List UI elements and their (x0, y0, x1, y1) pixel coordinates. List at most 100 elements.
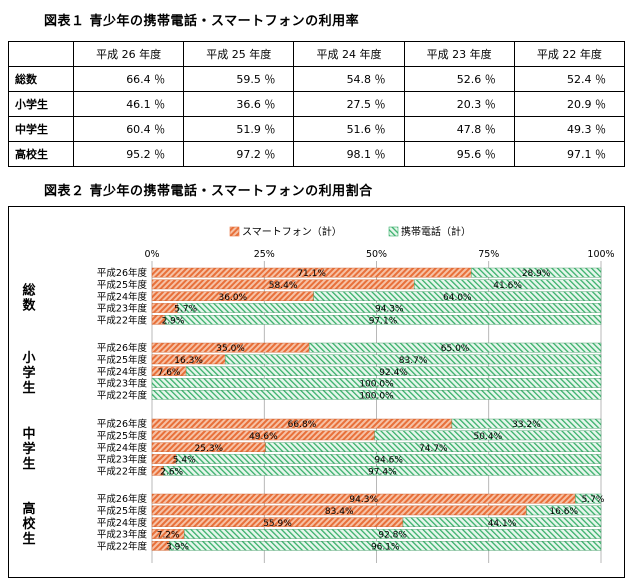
bar-mobile (164, 314, 602, 325)
data-label-mobile: 94.6% (374, 456, 403, 466)
table-cell: 60.4 ％ (72, 116, 185, 142)
column-header: 平成 23 年度 (403, 41, 515, 67)
column-header: 平成 22 年度 (513, 41, 626, 67)
bar-mobile (414, 279, 602, 290)
data-label-smartphone: 55.9% (263, 519, 292, 529)
group-label-char: 小 (22, 351, 35, 366)
year-label: 平成22年度 (97, 389, 148, 401)
group-label-char: 数 (22, 298, 36, 314)
data-label-smartphone: 2.6% (160, 467, 183, 477)
year-label: 平成22年度 (97, 540, 148, 552)
group-label-char: 総 (22, 283, 35, 299)
year-label: 平成22年度 (97, 465, 148, 477)
year-label: 平成24年度 (97, 366, 148, 378)
usage-rate-table: 平成 26 年度 平成 25 年度 平成 24 年度 平成 23 年度 平成 2… (8, 41, 626, 167)
table-cell: 59.5 ％ (183, 66, 295, 92)
data-label-mobile: 100.0% (359, 391, 394, 401)
data-label-mobile: 33.2% (512, 420, 541, 430)
group-label-char: 生 (22, 531, 35, 547)
year-label: 平成23年度 (97, 529, 148, 541)
year-label: 平成26年度 (97, 267, 148, 279)
table-cell: 20.3 ％ (403, 91, 515, 117)
group-label-char: 高 (22, 501, 35, 517)
data-label-smartphone: 7.2% (157, 531, 180, 541)
year-label: 平成26年度 (97, 342, 148, 354)
data-label-mobile: 74.7% (419, 444, 448, 454)
chart-frame: スマートフォン（計） 携帯電話（計） 0% 25% 50% 75% 100% 総数平成26年度… (8, 206, 625, 578)
x-tick-label: 50% (366, 249, 387, 260)
year-label: 平成23年度 (97, 378, 148, 390)
year-label: 平成23年度 (97, 454, 148, 466)
table-cell: 27.5 ％ (293, 91, 405, 117)
data-label-smartphone: 49.6% (249, 432, 278, 442)
table-corner-cell (8, 41, 74, 67)
data-label-smartphone: 36.0% (219, 293, 248, 303)
bar-mobile (313, 291, 602, 301)
data-label-mobile: 92.4% (379, 368, 408, 378)
bar-mobile (526, 505, 602, 516)
data-label-mobile: 5.7% (582, 495, 605, 505)
data-label-mobile: 64.0% (443, 293, 472, 303)
table-header-row: 平成 26 年度 平成 25 年度 平成 24 年度 平成 23 年度 平成 2… (8, 41, 626, 67)
column-header: 平成 26 年度 (72, 41, 185, 67)
legend-swatch-mobile (388, 226, 399, 237)
data-label-mobile: 44.1% (488, 519, 517, 529)
table-cell: 95.6 ％ (403, 141, 515, 167)
legend-label-mobile: 携帯電話（計） (401, 225, 471, 238)
bar-mobile (224, 354, 602, 365)
year-label: 平成24年度 (97, 442, 148, 454)
x-tick-label: 0% (144, 249, 159, 260)
row-label: 小学生 (8, 91, 74, 117)
data-label-mobile: 41.6% (493, 281, 522, 291)
data-label-smartphone: 83.4% (325, 507, 354, 517)
bar-mobile (163, 466, 602, 476)
x-tick-label: 100% (587, 249, 614, 260)
table-cell: 52.6 ％ (403, 66, 515, 92)
bar-mobile (265, 442, 602, 453)
column-header: 平成 24 年度 (293, 41, 405, 67)
table-row: 小学生 46.1 ％ 36.6 ％ 27.5 ％ 20.3 ％ 20.9 ％ (8, 91, 626, 117)
group-label-char: 校 (22, 516, 36, 532)
bar-mobile (575, 493, 602, 504)
row-label: 高校生 (8, 141, 74, 167)
group-label-char: 学 (22, 365, 35, 381)
table-cell: 36.6 ％ (183, 91, 295, 117)
year-label: 平成26年度 (97, 418, 148, 430)
data-label-smartphone: 94.3% (349, 495, 378, 505)
table-cell: 20.9 ％ (513, 91, 626, 117)
data-label-smartphone: 66.8% (288, 420, 317, 430)
year-label: 平成24年度 (97, 291, 148, 303)
chart2-title: 図表２ 青少年の携帯電話・スマートフォンの利用割合 (44, 184, 373, 199)
year-label: 平成25年度 (97, 430, 148, 442)
legend-label-smartphone: スマートフォン（計） (242, 225, 342, 238)
year-label: 平成25年度 (97, 354, 148, 366)
data-label-mobile: 28.9% (522, 269, 551, 279)
table-row: 中学生 60.4 ％ 51.9 ％ 51.6 ％ 47.8 ％ 49.3 ％ (8, 116, 626, 142)
data-label-mobile: 97.1% (369, 316, 398, 326)
stacked-bar-chart: スマートフォン（計） 携帯電話（計）0% 25% 50% 75% 100%総数平成26年度… (22, 225, 615, 563)
bar-mobile (151, 389, 602, 400)
data-label-smartphone: 71.1% (297, 269, 326, 279)
bar-mobile (184, 529, 602, 539)
data-label-mobile: 83.7% (399, 356, 428, 366)
group-label-char: 学 (22, 441, 35, 457)
year-label: 平成22年度 (97, 314, 148, 326)
column-header: 平成 25 年度 (183, 41, 295, 67)
data-label-mobile: 94.3% (375, 305, 404, 315)
data-label-smartphone: 16.3% (174, 356, 203, 366)
bar-mobile (402, 517, 602, 528)
table-cell: 95.2 ％ (72, 141, 185, 167)
data-label-mobile: 100.0% (359, 380, 394, 390)
table-cell: 54.8 ％ (293, 66, 405, 92)
table-cell: 97.1 ％ (513, 141, 626, 167)
x-tick-label: 75% (478, 249, 499, 260)
bar-mobile (151, 378, 602, 388)
data-label-mobile: 50.4% (474, 432, 503, 442)
table-cell: 97.2 ％ (183, 141, 295, 167)
table-cell: 47.8 ％ (403, 116, 515, 142)
data-label-smartphone: 2.9% (162, 316, 185, 326)
data-label-mobile: 96.1% (371, 542, 400, 552)
bar-mobile (308, 342, 602, 353)
table-cell: 49.3 ％ (513, 116, 626, 142)
year-label: 平成24年度 (97, 517, 148, 529)
